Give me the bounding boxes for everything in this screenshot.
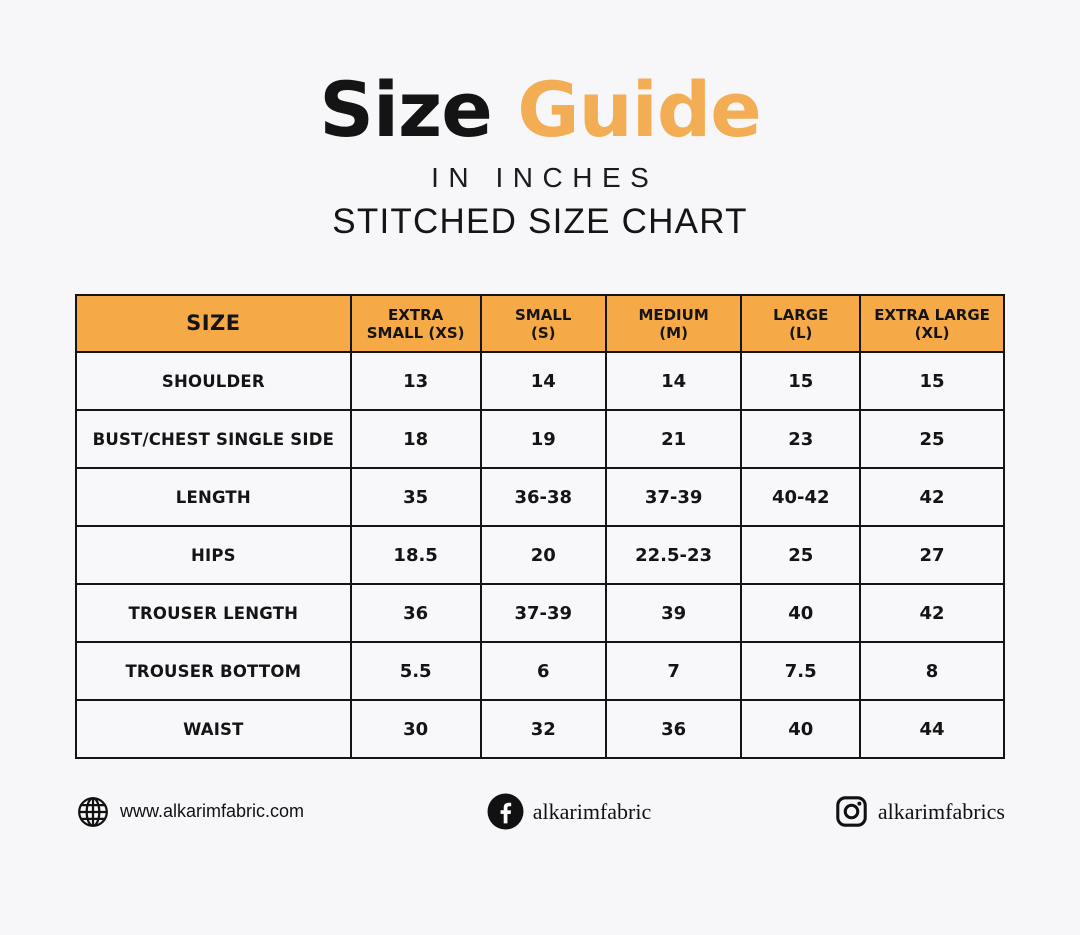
row-label: SHOULDER [75,351,352,411]
cell-value: 25 [740,525,862,585]
cell-value: 22.5-23 [604,525,743,585]
row-label: LENGTH [75,467,352,527]
header: Size Guide IN INCHES STITCHED SIZE CHART [0,0,1080,242]
cell-value: 13 [349,351,482,411]
column-header-xl: EXTRA LARGE (XL) [859,294,1005,353]
cell-value: 8 [859,641,1005,701]
table-row-waist: WAIST 30 32 36 40 44 [75,699,1005,759]
row-label: TROUSER BOTTOM [75,641,352,701]
row-label: WAIST [75,699,352,759]
cell-value: 40-42 [740,467,862,527]
cell-value: 44 [859,699,1005,759]
page-title: Size Guide [0,72,1080,148]
cell-value: 14 [604,351,743,411]
cell-value: 27 [859,525,1005,585]
cell-value: 36 [604,699,743,759]
cell-value: 7 [604,641,743,701]
subtitle-stitched-size-chart: STITCHED SIZE CHART [332,202,748,241]
cell-value: 23 [740,409,862,469]
size-chart-table: SIZE EXTRA SMALL (XS) SMALL (S) MEDIUM (… [75,294,1005,759]
table-row-hips: HIPS 18.5 20 22.5-23 25 27 [75,525,1005,585]
facebook-link[interactable]: alkarimfabric [487,793,652,830]
column-header-m: MEDIUM (M) [604,294,743,353]
cell-value: 42 [859,583,1005,643]
instagram-link[interactable]: alkarimfabrics [834,794,1005,829]
title-word-guide: Guide [517,65,761,154]
cell-value: 14 [479,351,607,411]
cell-value: 32 [479,699,607,759]
column-header-xs: EXTRA SMALL (XS) [349,294,482,353]
cell-value: 37-39 [604,467,743,527]
table-row-shoulder: SHOULDER 13 14 14 15 15 [75,351,1005,411]
table-row-length: LENGTH 35 36-38 37-39 40-42 42 [75,467,1005,527]
cell-value: 25 [859,409,1005,469]
cell-value: 36 [349,583,482,643]
cell-value: 36-38 [479,467,607,527]
website-url: www.alkarimfabric.com [120,801,305,821]
cell-value: 42 [859,467,1005,527]
instagram-icon [834,794,869,829]
cell-value: 18 [349,409,482,469]
cell-value: 7.5 [740,641,862,701]
cell-value: 15 [859,351,1005,411]
row-label: TROUSER LENGTH [75,583,352,643]
cell-value: 21 [604,409,743,469]
globe-icon [75,794,111,830]
cell-value: 15 [740,351,862,411]
cell-value: 19 [479,409,607,469]
subtitle-in-inches: IN INCHES [431,162,659,193]
cell-value: 40 [740,583,862,643]
column-header-size: SIZE [75,294,352,353]
table-header-row: SIZE EXTRA SMALL (XS) SMALL (S) MEDIUM (… [75,294,1005,353]
cell-value: 35 [349,467,482,527]
cell-value: 5.5 [349,641,482,701]
column-header-s: SMALL (S) [479,294,607,353]
title-word-size: Size [319,65,493,154]
row-label: BUST/CHEST SINGLE SIDE [75,409,352,469]
row-label: HIPS [75,525,352,585]
facebook-icon [487,793,524,830]
footer: www.alkarimfabric.com alkarimfabric alka… [75,793,1005,830]
cell-value: 39 [604,583,743,643]
column-header-l: LARGE (L) [740,294,862,353]
table-row-trouser-bottom: TROUSER BOTTOM 5.5 6 7 7.5 8 [75,641,1005,701]
cell-value: 6 [479,641,607,701]
cell-value: 18.5 [349,525,482,585]
cell-value: 37-39 [479,583,607,643]
cell-value: 40 [740,699,862,759]
cell-value: 20 [479,525,607,585]
table-row-bust-chest: BUST/CHEST SINGLE SIDE 18 19 21 23 25 [75,409,1005,469]
cell-value: 30 [349,699,482,759]
title-space [492,65,517,154]
table-row-trouser-length: TROUSER LENGTH 36 37-39 39 40 42 [75,583,1005,643]
instagram-handle: alkarimfabrics [877,798,1005,824]
facebook-handle: alkarimfabric [532,798,652,824]
website-link[interactable]: www.alkarimfabric.com [75,794,304,830]
